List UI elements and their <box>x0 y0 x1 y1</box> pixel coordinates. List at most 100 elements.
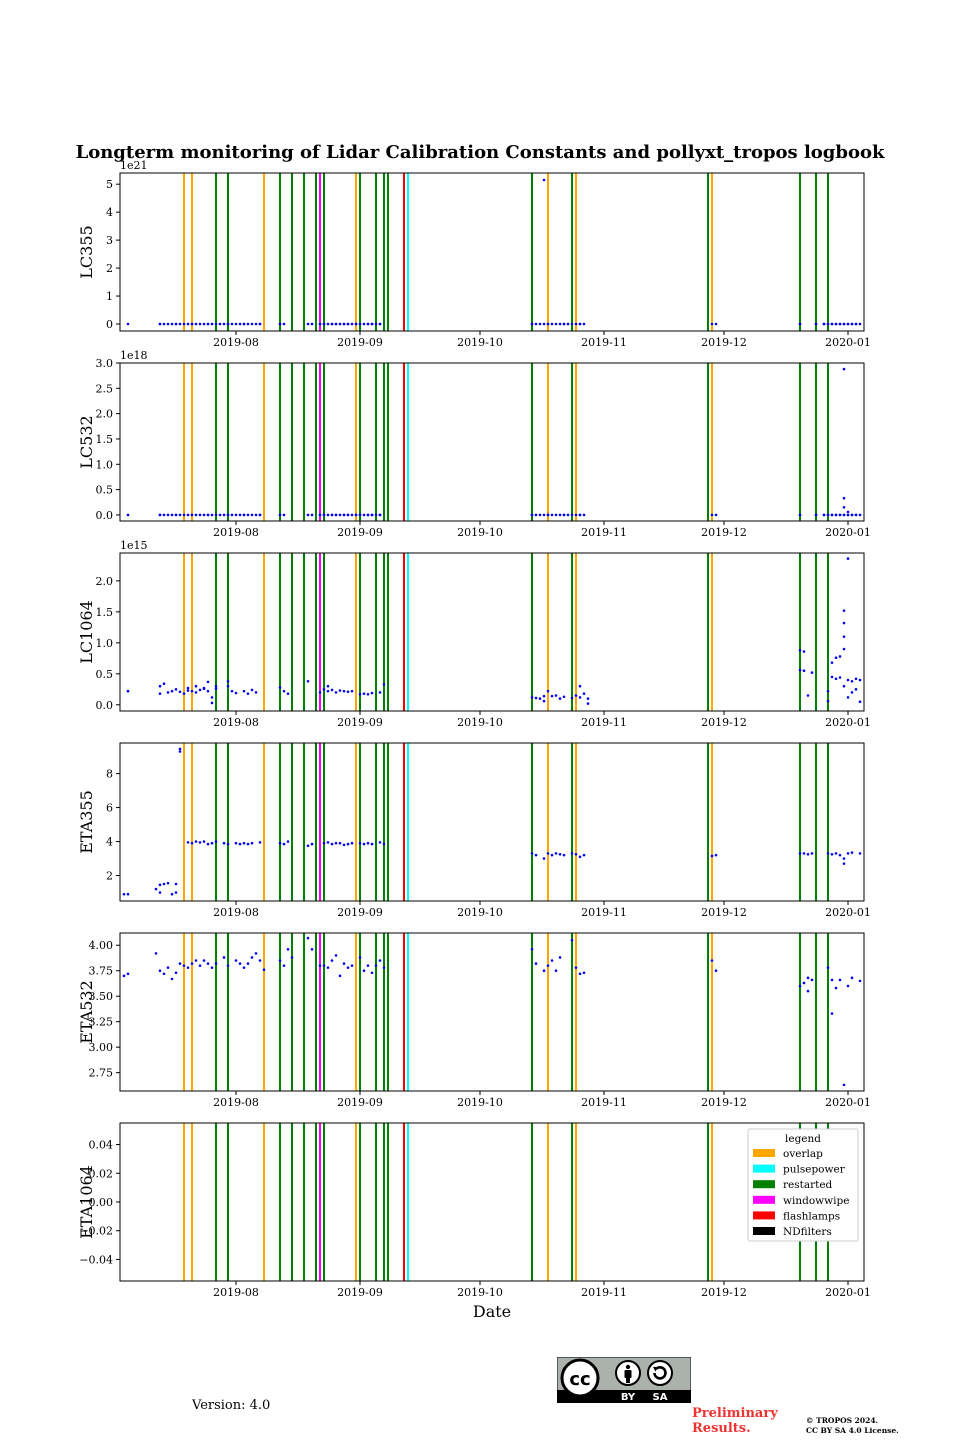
data-point <box>358 841 362 845</box>
data-point <box>206 962 210 965</box>
data-point <box>318 691 322 694</box>
panel-lc1064: 0.0 0.5 1.0 1.5 2.0 2019-08 2019-09 2019-10 2019… <box>77 539 871 729</box>
data-point <box>210 696 214 699</box>
copyright-line-2: CC BY SA 4.0 License. <box>806 1426 899 1435</box>
y-tick-label: 0 <box>106 318 113 331</box>
data-point <box>318 322 322 326</box>
data-point <box>850 976 854 980</box>
data-point <box>358 513 362 517</box>
y-tick-label: 0.02 <box>89 1167 114 1180</box>
data-point <box>550 853 554 857</box>
data-point <box>830 322 834 326</box>
data-point <box>558 322 562 326</box>
sa-icon <box>647 1360 673 1386</box>
data-point <box>162 322 166 326</box>
data-point <box>158 891 162 894</box>
data-point <box>530 852 534 855</box>
data-point <box>370 322 374 326</box>
y-tick-label: 3.25 <box>89 1016 114 1029</box>
chart-panels: 0 1 2 3 4 5 2019-08 2019-09 2019-10 2019-11 2019-1… <box>77 159 871 1299</box>
data-point <box>554 694 558 697</box>
data-point <box>578 855 582 859</box>
legend-swatch-NDfilters <box>753 1227 775 1235</box>
data-point <box>258 841 262 844</box>
data-point <box>334 513 338 517</box>
data-point <box>158 883 162 887</box>
y-tick-label: 0.5 <box>96 484 114 497</box>
data-point <box>182 513 186 517</box>
data-point <box>174 882 178 886</box>
data-point <box>562 695 566 699</box>
x-tick-label: 2019-11 <box>581 336 627 349</box>
data-point <box>226 322 230 326</box>
data-point <box>842 862 846 865</box>
data-point <box>178 690 182 694</box>
data-point <box>254 691 258 694</box>
data-point <box>342 322 346 326</box>
data-point <box>310 322 314 326</box>
data-point <box>858 513 862 517</box>
data-point <box>338 322 342 326</box>
y-tick-label: 4.00 <box>89 939 114 952</box>
data-point <box>554 322 558 326</box>
data-point <box>334 954 338 957</box>
data-point <box>334 322 338 326</box>
data-point <box>326 689 330 693</box>
x-tick-label: 2020-01 <box>825 906 871 919</box>
data-point <box>850 679 854 683</box>
data-point <box>570 696 574 700</box>
data-point <box>842 506 846 509</box>
data-point <box>238 962 242 965</box>
data-point <box>342 843 346 847</box>
data-point <box>326 513 330 517</box>
data-point <box>230 689 234 693</box>
y-tick-label: 3.50 <box>89 990 114 1003</box>
data-point <box>542 513 546 517</box>
panel-lc532: 0.0 0.5 1.0 1.5 2.0 2.5 3.0 2019-08 2019-09 2019-… <box>77 349 871 539</box>
data-point <box>854 688 858 691</box>
data-point <box>174 891 178 894</box>
data-point <box>842 647 846 651</box>
x-axis-label: Date <box>473 1302 511 1321</box>
data-point <box>534 322 538 326</box>
data-point <box>210 701 214 705</box>
data-point <box>306 844 310 848</box>
data-point <box>186 841 190 844</box>
data-point <box>530 696 534 699</box>
panel-eta532: 2.75 3.00 3.25 3.50 3.75 4.00 2019-08 2019-09 20… <box>77 932 871 1109</box>
legend-swatch-restarted <box>753 1180 775 1189</box>
copyright-label: © TROPOS 2024. CC BY SA 4.0 License. <box>806 1416 899 1436</box>
data-point <box>366 322 370 326</box>
data-point <box>574 966 578 969</box>
x-tick-label: 2019-10 <box>457 526 503 539</box>
data-point <box>802 650 806 653</box>
data-point <box>826 966 830 969</box>
plot-frame <box>119 362 865 522</box>
data-point <box>250 956 254 959</box>
data-point <box>242 966 246 969</box>
y-tick-label: 2.5 <box>96 382 114 395</box>
data-point <box>538 322 542 326</box>
plot-frame <box>119 552 865 712</box>
data-point <box>370 971 374 975</box>
data-point <box>366 841 370 845</box>
data-point <box>830 513 834 517</box>
y-tick-label: 5 <box>106 178 113 191</box>
data-point <box>190 689 194 693</box>
data-point <box>338 841 342 845</box>
data-point <box>842 857 846 860</box>
data-point <box>186 966 190 969</box>
y-tick-label: 2.0 <box>96 408 114 421</box>
data-point <box>334 691 338 694</box>
data-point <box>858 979 862 983</box>
data-point <box>322 322 326 326</box>
data-point <box>362 692 366 695</box>
data-point <box>222 956 226 959</box>
x-tick-label: 2019-08 <box>213 1286 259 1299</box>
data-point <box>842 635 846 638</box>
legend-label-overlap: overlap <box>783 1148 823 1160</box>
data-point <box>286 948 290 951</box>
data-point <box>802 669 806 673</box>
data-point <box>538 513 542 517</box>
x-tick-label: 2019-12 <box>701 1096 747 1109</box>
